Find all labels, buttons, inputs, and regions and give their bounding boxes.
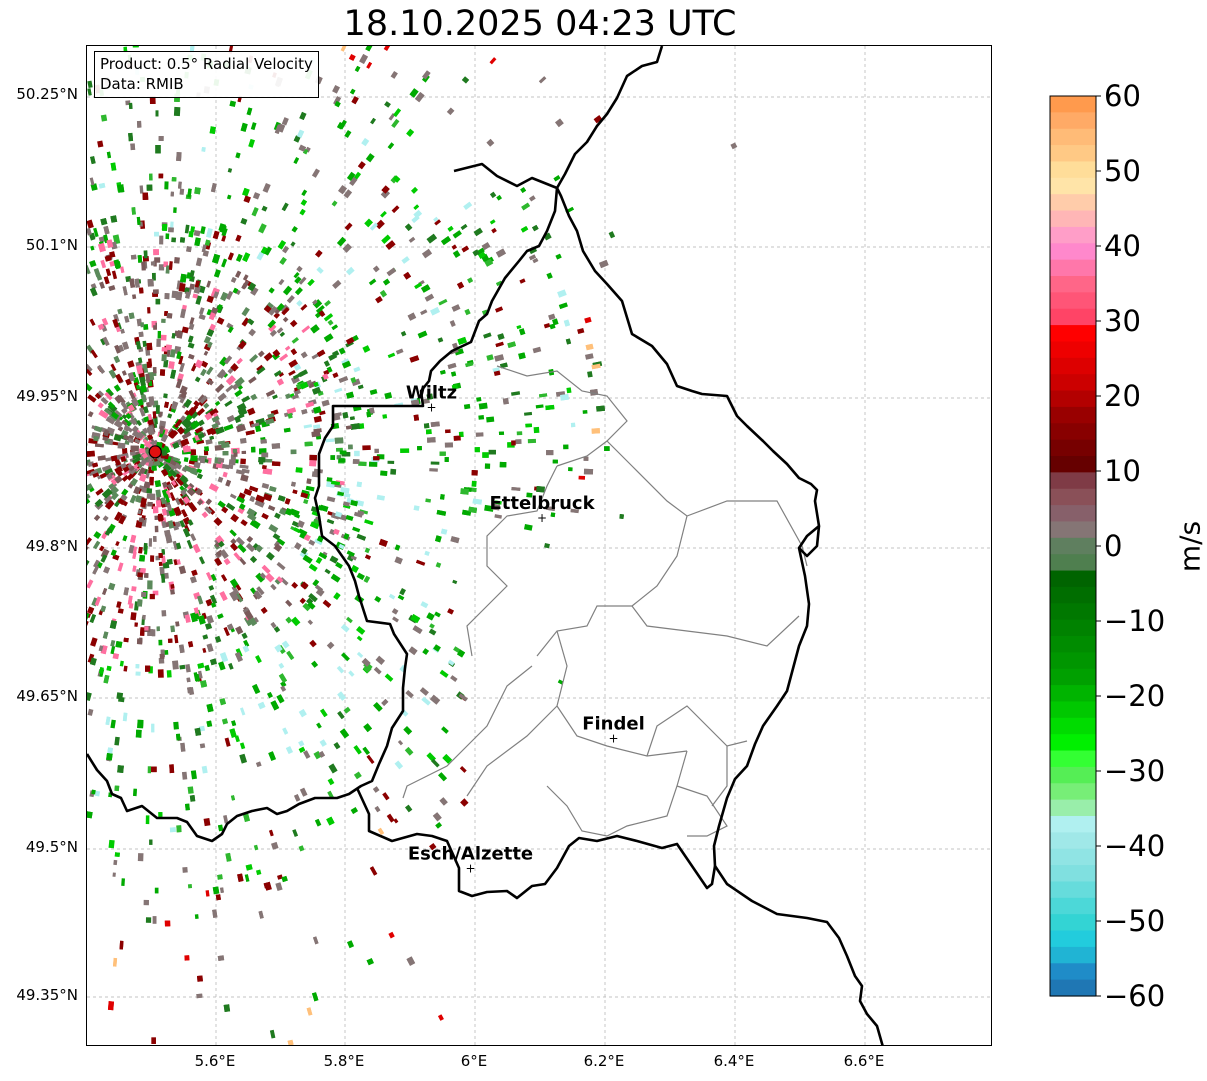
colorbar-tick-label: −40: [1104, 829, 1166, 863]
city-label: Wiltz: [406, 383, 457, 404]
colorbar: [1049, 95, 1101, 997]
lat-tick-label: 49.5°N: [25, 838, 78, 856]
lon-tick-label: 6.2°E: [583, 1052, 625, 1070]
national-borders: [87, 46, 884, 1045]
city-label: Esch/Alzette: [408, 844, 533, 865]
city-marker-icon: +: [608, 731, 618, 745]
data-source-label: Data: RMIB: [100, 75, 184, 93]
colorbar-tick-label: −10: [1104, 604, 1166, 638]
map-canvas: Wiltz+Ettelbruck+Findel+Esch/Alzette+: [87, 46, 991, 1045]
radar-map[interactable]: Wiltz + Ettelbruck + Findel + Esch/Alzette +: [86, 45, 992, 1046]
product-label: Product: 0.5° Radial Velocity: [100, 55, 313, 73]
lon-tick-label: 6.4°E: [713, 1052, 755, 1070]
lat-tick-label: 49.35°N: [16, 986, 78, 1004]
city-markers: Wiltz+Ettelbruck+Findel+Esch/Alzette+: [406, 383, 645, 876]
radar-site-marker[interactable]: [148, 445, 162, 459]
colorbar-label: m/s: [1173, 520, 1207, 573]
colorbar-tick-label: 30: [1104, 304, 1141, 338]
colorbar-tick-label: −30: [1104, 754, 1166, 788]
lat-tick-label: 49.95°N: [16, 387, 78, 405]
colorbar-bands: [1050, 96, 1096, 997]
city-label: Ettelbruck: [489, 493, 595, 514]
map-title: 18.10.2025 04:23 UTC: [343, 4, 737, 44]
colorbar-tick-label: 60: [1104, 79, 1141, 113]
colorbar-tick-label: 40: [1104, 229, 1141, 263]
lon-tick-label: 6°E: [460, 1052, 488, 1070]
map-gridlines: [87, 46, 991, 1045]
colorbar-tick-label: 0: [1104, 529, 1123, 563]
info-box: Product: 0.5° Radial Velocity Data: RMIB: [94, 51, 319, 98]
colorbar-tick-label: 50: [1104, 154, 1141, 188]
colorbar-tick-label: 20: [1104, 379, 1141, 413]
colorbar-tick-label: −60: [1104, 979, 1166, 1013]
radar-echoes: [87, 46, 738, 1045]
colorbar-tick-label: −50: [1104, 904, 1166, 938]
city-marker-icon: +: [426, 401, 436, 415]
city-marker-icon: +: [465, 862, 475, 876]
lat-tick-label: 49.8°N: [25, 537, 78, 555]
city-marker-icon: +: [537, 511, 547, 525]
lat-tick-label: 50.25°N: [16, 85, 78, 103]
lon-tick-label: 5.8°E: [323, 1052, 365, 1070]
lat-tick-label: 50.1°N: [25, 236, 78, 254]
city-label: Findel: [582, 713, 645, 734]
lon-tick-label: 6.6°E: [843, 1052, 885, 1070]
colorbar-tick-label: −20: [1104, 679, 1166, 713]
colorbar-tick-label: 10: [1104, 454, 1141, 488]
lat-tick-label: 49.65°N: [16, 687, 78, 705]
lon-tick-label: 5.6°E: [194, 1052, 236, 1070]
canton-borders: [402, 365, 808, 837]
